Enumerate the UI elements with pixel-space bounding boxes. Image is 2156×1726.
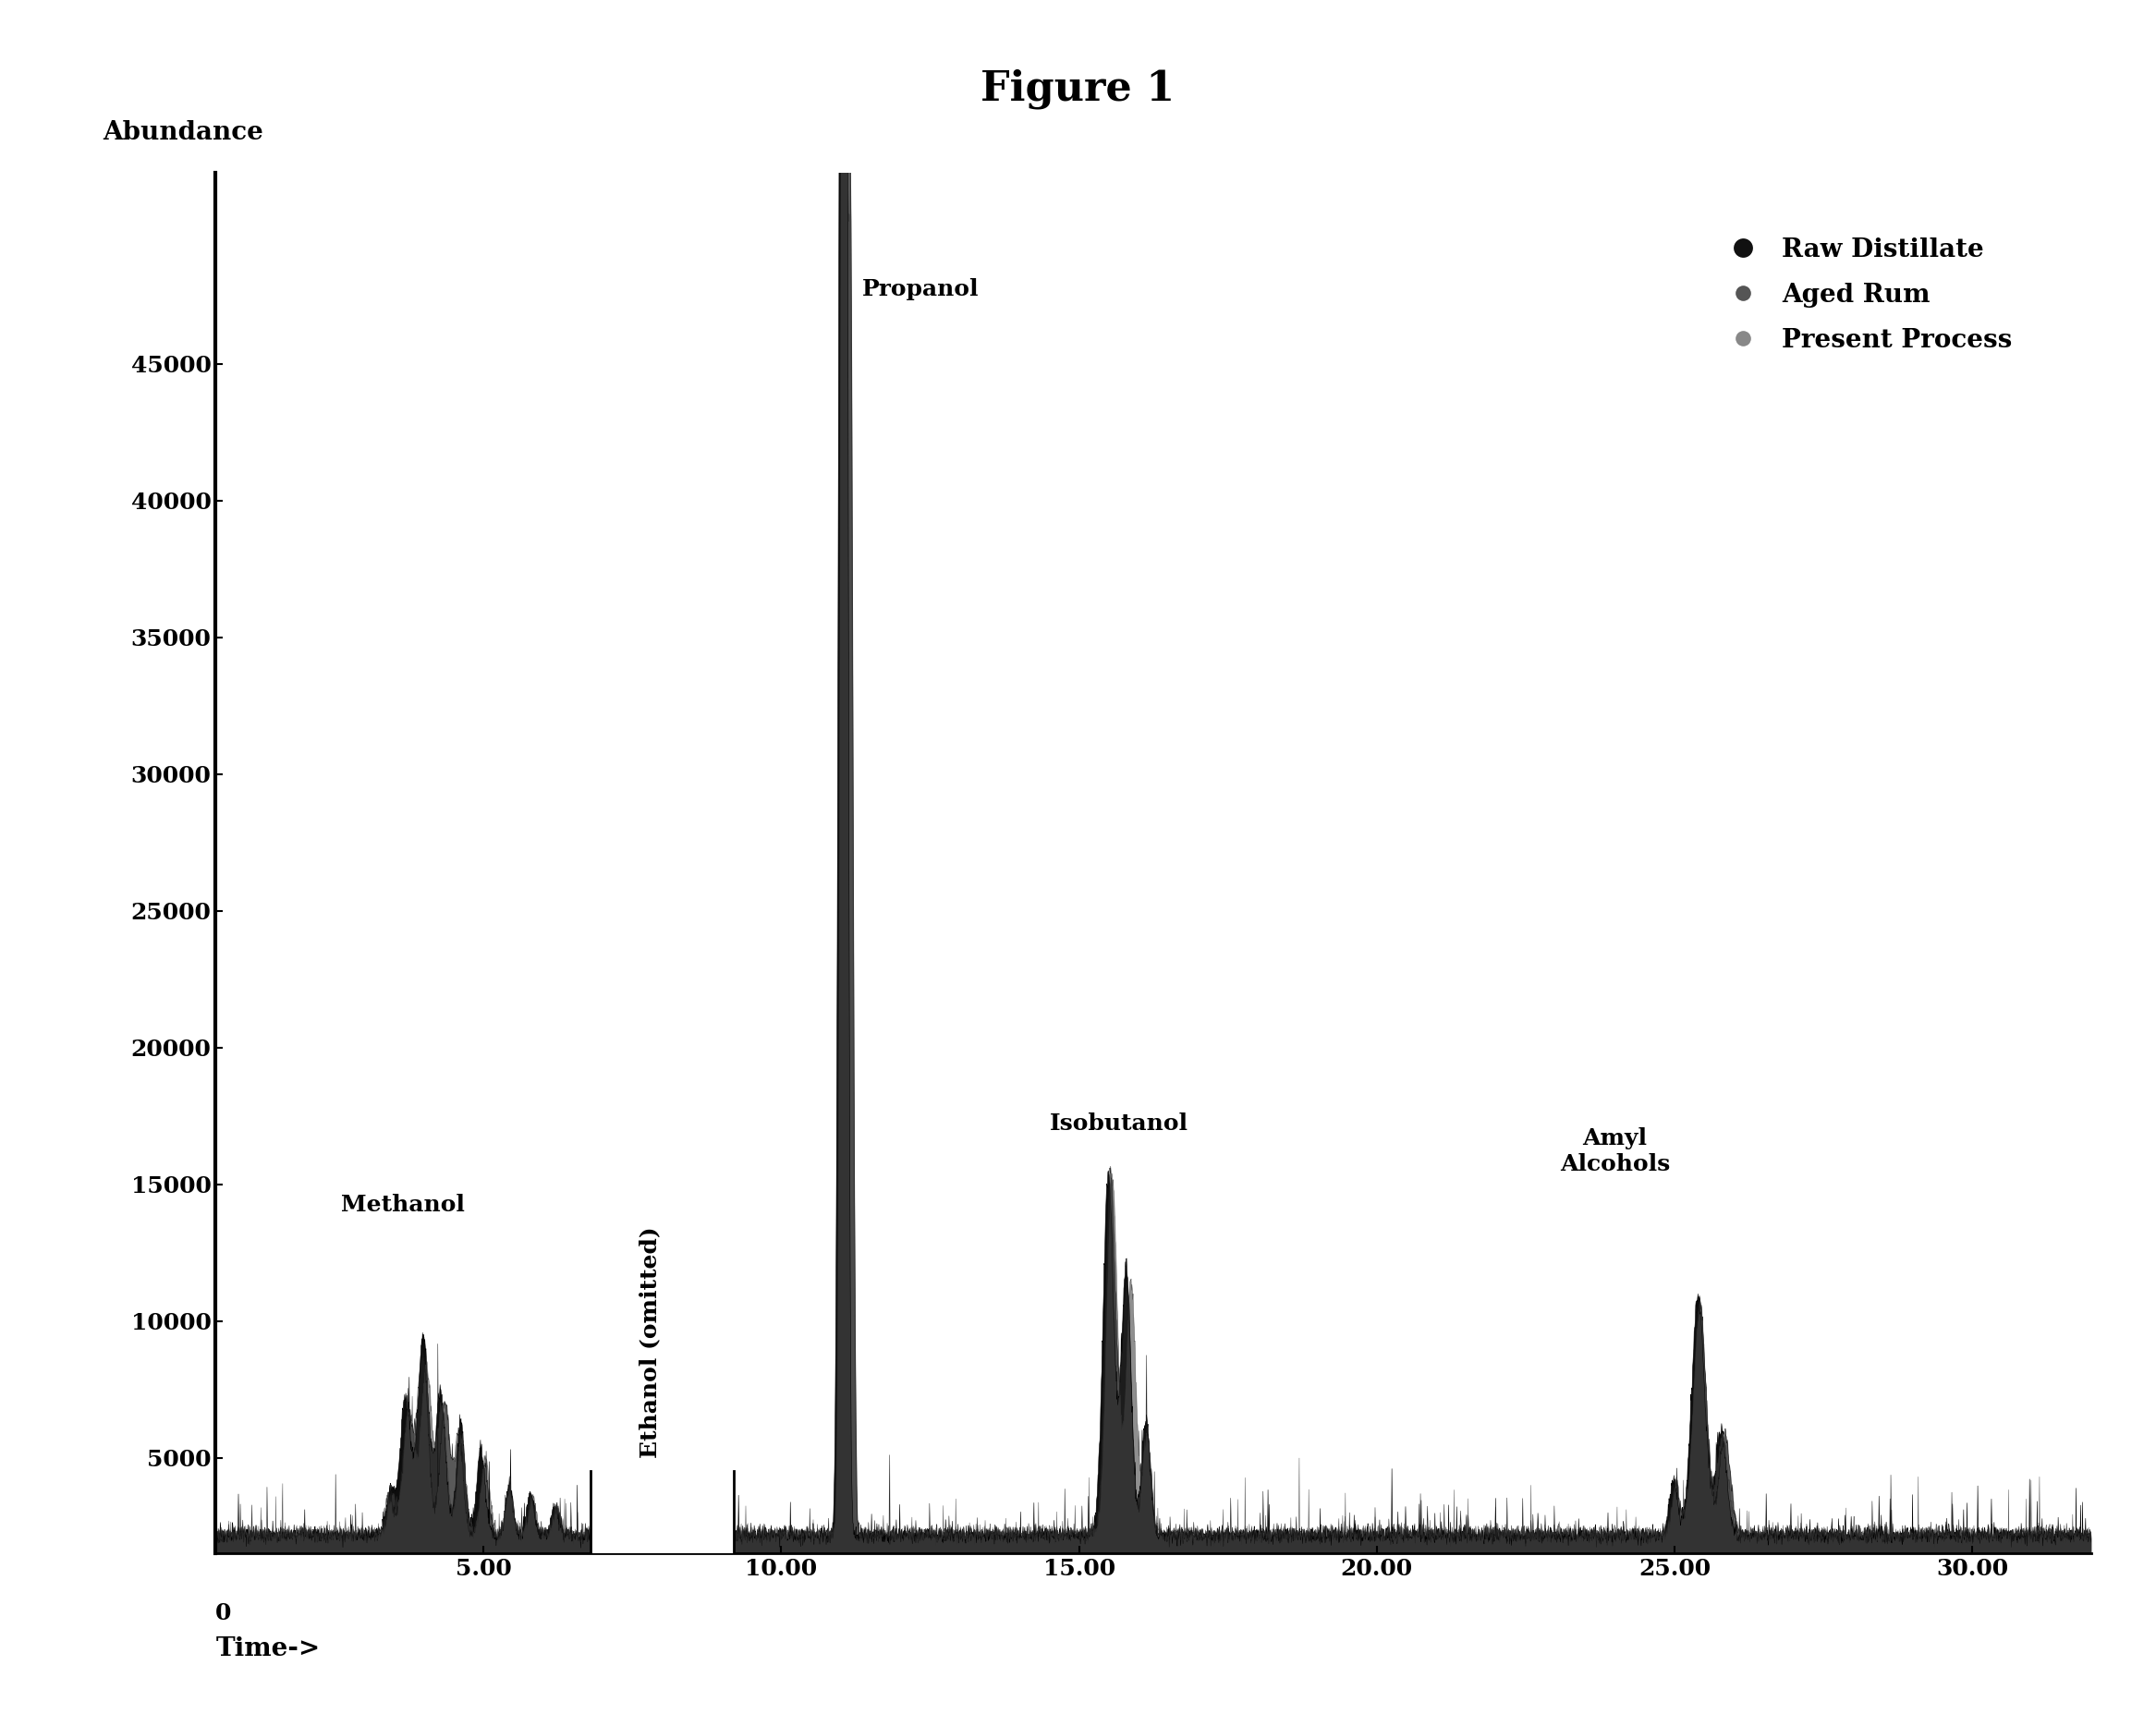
Text: Amyl
Alcohols: Amyl Alcohols [1559,1127,1671,1175]
Text: Isobutanol: Isobutanol [1050,1112,1188,1134]
Text: Propanol: Propanol [862,278,979,300]
Text: Abundance: Abundance [103,121,263,145]
Legend: Raw Distillate, Aged Rum, Present Process: Raw Distillate, Aged Rum, Present Proces… [1708,226,2022,362]
Bar [591,52,733,1557]
Text: Ethanol (omitted): Ethanol (omitted) [638,1225,662,1458]
Text: Figure 1: Figure 1 [981,69,1175,109]
Text: Methanol: Methanol [341,1194,464,1217]
Text: 0: 0 [216,1602,231,1624]
Text: Time->: Time-> [216,1636,321,1660]
